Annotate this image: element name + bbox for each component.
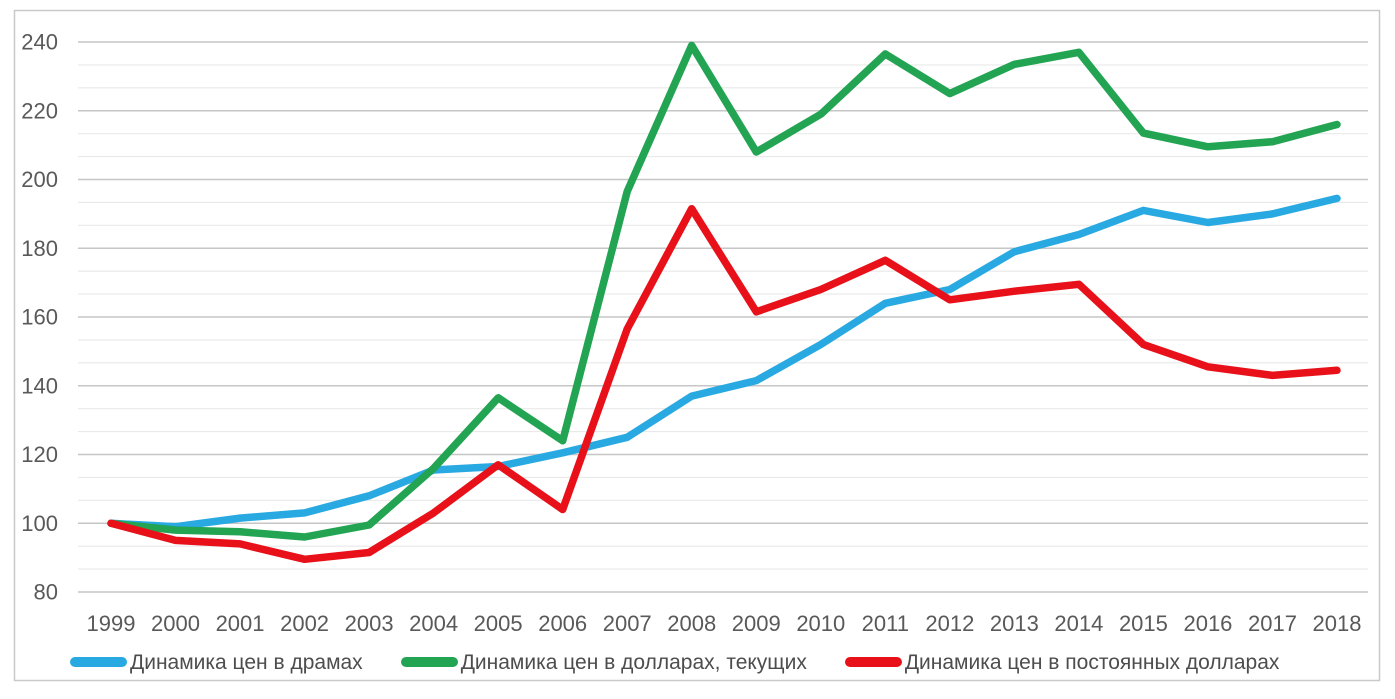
chart-legend: Динамика цен в драмах Динамика цен в долл… xyxy=(70,644,1279,680)
y-axis-labels: 80 100 120 140 160 180 200 220 240 xyxy=(21,30,58,605)
legend-label: Динамика цен в постоянных долларах xyxy=(904,650,1280,674)
x-tick-label: 2012 xyxy=(925,611,974,636)
y-tick-label: 80 xyxy=(34,580,58,605)
x-tick-label: 2002 xyxy=(280,611,329,636)
series-line-1 xyxy=(107,41,1341,541)
y-tick-label: 160 xyxy=(21,305,58,330)
major-gridlines xyxy=(78,41,1368,593)
x-tick-label: 2017 xyxy=(1248,611,1297,636)
x-tick-label: 2014 xyxy=(1054,611,1103,636)
y-tick-label: 140 xyxy=(21,373,58,398)
y-tick-label: 120 xyxy=(21,442,58,467)
legend-marker-icon xyxy=(70,657,127,667)
legend-item-0: Динамика цен в драмах xyxy=(70,652,363,673)
legend-label: Динамика цен в долларах, текущих xyxy=(460,650,807,674)
x-tick-label: 2015 xyxy=(1119,611,1168,636)
legend-label: Динамика цен в драмах xyxy=(130,650,363,674)
y-tick-label: 180 xyxy=(21,236,58,261)
x-tick-label: 2008 xyxy=(667,611,716,636)
y-tick-label: 100 xyxy=(21,511,58,536)
x-tick-label: 2000 xyxy=(151,611,200,636)
x-tick-label: 2007 xyxy=(603,611,652,636)
legend-item-1: Динамика цен в долларах, текущих xyxy=(400,650,807,674)
series-line-2 xyxy=(107,204,1341,564)
x-tick-label: 2013 xyxy=(990,611,1039,636)
y-tick-label: 240 xyxy=(21,30,58,55)
x-tick-label: 2006 xyxy=(538,611,587,636)
series-line-0 xyxy=(107,194,1341,531)
x-tick-label: 2009 xyxy=(732,611,781,636)
y-tick-label: 220 xyxy=(21,98,58,123)
x-tick-label: 1999 xyxy=(87,611,136,636)
x-tick-label: 2001 xyxy=(216,611,265,636)
legend-marker-icon xyxy=(400,657,458,667)
x-tick-label: 2004 xyxy=(409,611,458,636)
x-tick-label: 2018 xyxy=(1313,611,1362,636)
x-tick-label: 2016 xyxy=(1183,611,1232,636)
legend-item-2: Динамика цен в постоянных долларах xyxy=(844,650,1280,674)
x-axis-labels: 1999 2000 2001 2002 2003 2004 2005 2006 2007 2008… xyxy=(87,611,1362,636)
legend-marker-icon xyxy=(844,657,902,667)
chart-border xyxy=(13,9,1381,682)
x-tick-label: 2011 xyxy=(862,611,909,636)
x-tick-label: 2010 xyxy=(796,611,845,636)
x-tick-label: 2003 xyxy=(345,611,394,636)
y-tick-label: 200 xyxy=(21,167,58,192)
x-tick-label: 2005 xyxy=(474,611,523,636)
minor-gridlines xyxy=(78,64,1368,570)
